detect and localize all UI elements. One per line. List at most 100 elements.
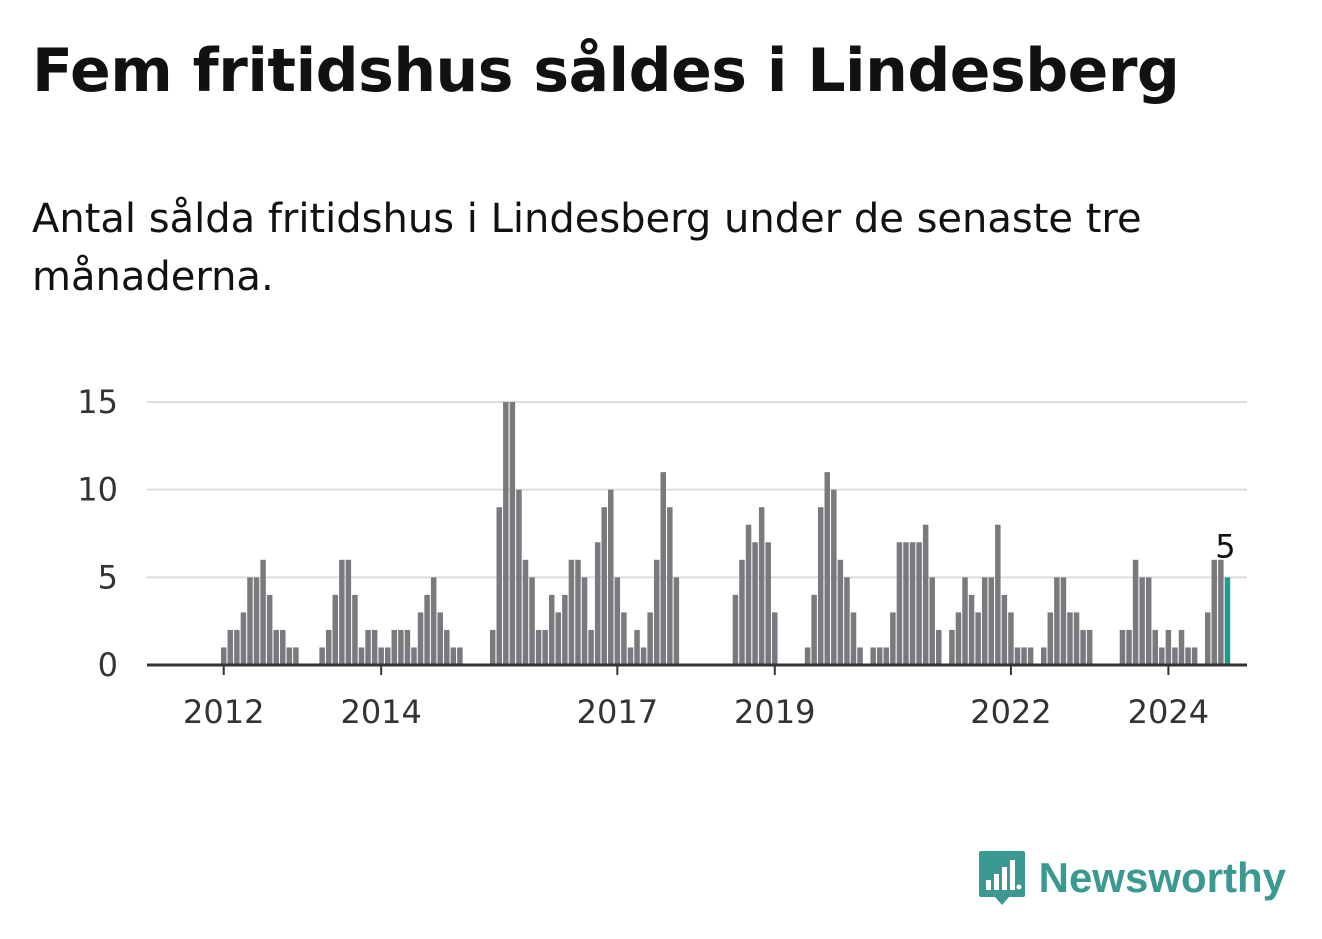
bar xyxy=(1152,629,1159,665)
bar xyxy=(1159,647,1165,665)
bar xyxy=(450,647,457,665)
bar xyxy=(562,594,568,665)
bar xyxy=(922,524,929,665)
bar xyxy=(621,612,627,665)
bar xyxy=(1191,647,1198,665)
bar xyxy=(903,542,909,665)
bar xyxy=(1054,577,1060,665)
bar xyxy=(824,472,831,665)
bar xyxy=(804,647,811,665)
bar xyxy=(817,507,824,665)
bar xyxy=(896,542,903,665)
bar xyxy=(588,629,594,665)
bar xyxy=(988,577,995,665)
bar xyxy=(1145,577,1152,665)
bar xyxy=(1165,629,1172,665)
bar xyxy=(378,647,384,665)
bar xyxy=(220,647,227,665)
bar xyxy=(417,612,424,665)
bar xyxy=(430,577,437,665)
bar xyxy=(1080,629,1086,665)
bar xyxy=(1204,612,1211,665)
bar xyxy=(503,402,509,665)
bar xyxy=(332,594,339,665)
bar xyxy=(384,647,391,665)
bar xyxy=(1001,594,1008,665)
y-tick-label: 10 xyxy=(77,471,118,509)
bar xyxy=(1086,629,1093,665)
bar xyxy=(1211,559,1218,665)
bar xyxy=(424,594,430,665)
bar xyxy=(522,559,529,665)
bar xyxy=(234,629,240,665)
bar xyxy=(981,577,988,665)
bar xyxy=(516,489,522,665)
bar xyxy=(732,594,739,665)
bar xyxy=(542,629,548,665)
bar xyxy=(673,577,680,665)
bar xyxy=(404,629,411,665)
bar xyxy=(962,577,968,665)
bar xyxy=(936,629,942,665)
bar xyxy=(1218,559,1224,665)
bar xyxy=(280,629,286,665)
y-tick-label: 0 xyxy=(98,646,118,684)
bar xyxy=(739,559,745,665)
x-tick-label: 2012 xyxy=(183,693,264,731)
brand-name: Newsworthy xyxy=(1038,854,1286,901)
x-tick-label: 2022 xyxy=(970,693,1051,731)
bar xyxy=(247,577,253,665)
bar xyxy=(319,647,325,665)
highlight-value-label: 5 xyxy=(1215,527,1235,565)
bar xyxy=(1178,629,1185,665)
bar xyxy=(444,629,450,665)
bar xyxy=(529,577,535,665)
bar xyxy=(1119,629,1126,665)
bar xyxy=(352,594,358,665)
bar xyxy=(548,594,555,665)
y-tick-label: 15 xyxy=(77,383,118,421)
brand-logo: Newsworthy xyxy=(977,849,1286,907)
bar xyxy=(1040,647,1047,665)
y-tick-label: 5 xyxy=(98,558,118,596)
bar xyxy=(273,629,279,665)
x-tick-label: 2017 xyxy=(577,693,658,731)
bar xyxy=(1139,577,1145,665)
bar xyxy=(890,612,896,665)
bar xyxy=(1073,612,1080,665)
bar xyxy=(614,577,621,665)
bar xyxy=(955,612,962,665)
bar xyxy=(627,647,634,665)
bar xyxy=(1014,647,1021,665)
bar xyxy=(857,647,863,665)
bar xyxy=(876,647,883,665)
bar xyxy=(325,629,332,665)
bar xyxy=(765,542,771,665)
newsworthy-logo-icon xyxy=(978,851,1025,905)
bar xyxy=(1060,577,1067,665)
bar xyxy=(929,577,935,665)
bar xyxy=(1008,612,1014,665)
bar xyxy=(581,577,588,665)
bar xyxy=(1027,647,1034,665)
bar xyxy=(844,577,850,665)
bar xyxy=(772,612,778,665)
bar xyxy=(909,542,916,665)
bar xyxy=(489,629,496,665)
bar xyxy=(1126,629,1132,665)
bar xyxy=(883,647,890,665)
x-tick-label: 2024 xyxy=(1128,693,1209,731)
bar xyxy=(1132,559,1139,665)
bar xyxy=(870,647,876,665)
bar xyxy=(995,524,1001,665)
chart-subtitle: Antal sålda fritidshus i Lindesberg unde… xyxy=(32,196,1142,300)
bar xyxy=(286,647,293,665)
bar xyxy=(398,629,404,665)
bar xyxy=(509,402,516,665)
bar xyxy=(608,489,614,665)
bar xyxy=(253,577,260,665)
bar xyxy=(575,559,581,665)
bar xyxy=(745,524,752,665)
bar xyxy=(1172,647,1178,665)
bar xyxy=(568,559,575,665)
